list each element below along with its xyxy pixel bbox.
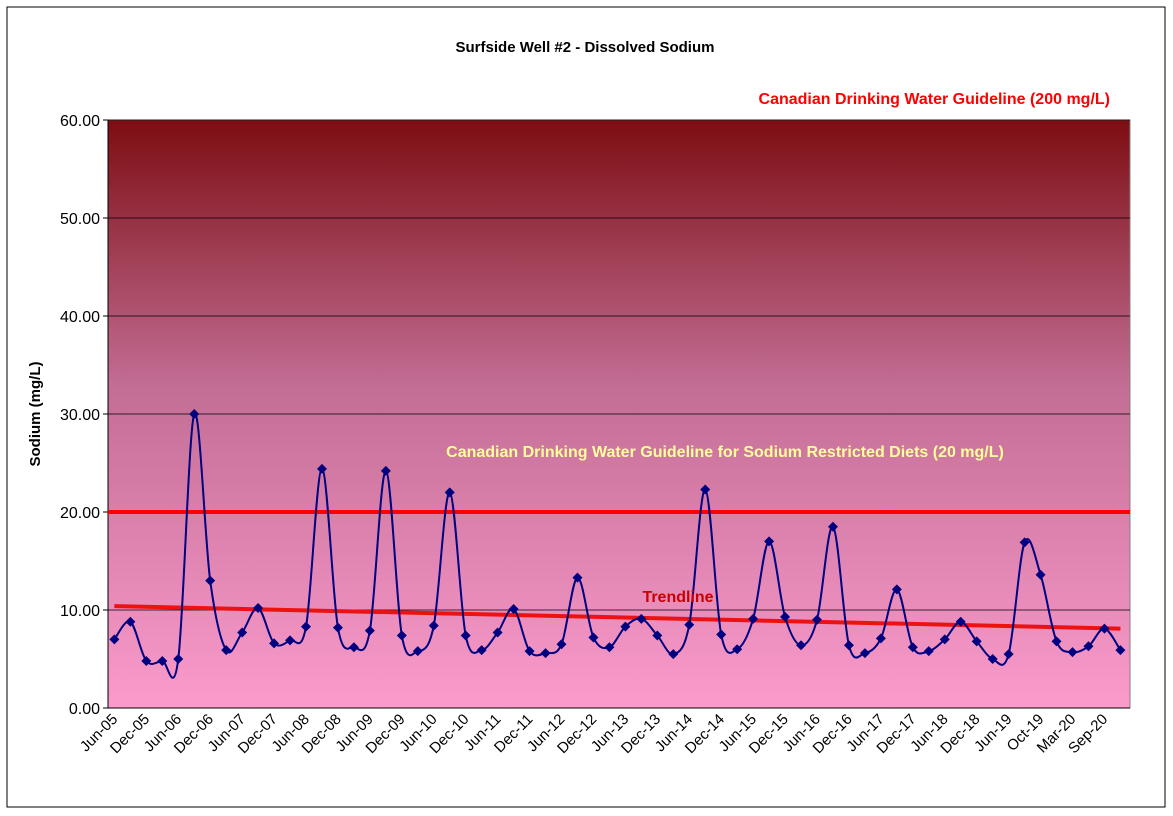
data-point <box>1003 649 1014 660</box>
data-point <box>428 620 439 631</box>
y-tick-label: 40.00 <box>60 309 100 326</box>
data-point <box>1019 537 1030 548</box>
data-point <box>1067 647 1078 658</box>
data-point <box>141 655 152 666</box>
y-tick-label: 60.00 <box>60 113 100 130</box>
data-point <box>764 536 775 547</box>
y-tick-label: 10.00 <box>60 603 100 620</box>
data-point <box>572 572 583 583</box>
chart-title: Surfside Well #2 - Dissolved Sodium <box>456 39 715 56</box>
data-point <box>476 645 487 656</box>
data-point <box>700 484 711 495</box>
data-point <box>125 616 136 627</box>
data-point <box>364 625 375 636</box>
data-point <box>316 463 327 474</box>
data-point <box>652 630 663 641</box>
data-point <box>1051 636 1062 647</box>
data-point <box>524 646 535 657</box>
data-point <box>620 621 631 632</box>
data-point <box>780 611 791 622</box>
data-point <box>923 646 934 657</box>
data-point <box>157 655 168 666</box>
data-point <box>684 619 695 630</box>
data-point <box>971 636 982 647</box>
y-axis-label: Sodium (mg/L) <box>27 362 44 467</box>
data-point <box>556 639 567 650</box>
data-point <box>732 644 743 655</box>
data-point <box>636 613 647 624</box>
data-point <box>237 627 248 638</box>
data-point <box>460 630 471 641</box>
data-point <box>508 604 519 615</box>
data-point <box>332 622 343 633</box>
data-point <box>189 409 200 419</box>
data-point <box>540 648 551 659</box>
data-point <box>205 575 216 586</box>
data-point <box>444 487 455 498</box>
data-point <box>668 649 679 660</box>
data-point <box>748 613 759 624</box>
annotation: Canadian Drinking Water Guideline for So… <box>446 444 1004 461</box>
data-point <box>875 633 886 644</box>
data-point <box>348 642 359 653</box>
y-tick-label: 30.00 <box>60 407 100 424</box>
y-tick-label: 0.00 <box>69 701 100 718</box>
data-point <box>269 638 280 649</box>
data-point <box>285 635 296 646</box>
data-point <box>987 654 998 664</box>
data-point <box>891 584 902 595</box>
data-point <box>221 645 232 656</box>
annotation: Canadian Drinking Water Guideline (200 m… <box>759 91 1110 108</box>
data-point <box>1083 641 1094 652</box>
annotation: Trendline <box>642 589 713 606</box>
data-point <box>253 603 264 614</box>
data-point <box>1099 623 1110 634</box>
data-point <box>955 616 966 627</box>
data-point <box>812 614 823 625</box>
y-tick-label: 50.00 <box>60 211 100 228</box>
data-point <box>907 642 918 653</box>
data-point <box>827 521 838 532</box>
data-point <box>492 627 503 638</box>
data-point <box>716 629 727 640</box>
data-point <box>859 648 870 659</box>
data-point <box>604 642 615 653</box>
trendline <box>114 604 1121 631</box>
data-point <box>412 646 423 657</box>
data-point <box>843 640 854 651</box>
y-tick-label: 20.00 <box>60 505 100 522</box>
data-point <box>301 621 312 632</box>
data-point <box>588 632 599 643</box>
data-point <box>380 465 391 476</box>
data-point <box>939 634 950 645</box>
data-point <box>796 640 807 651</box>
data-point <box>1115 645 1126 656</box>
data-point <box>173 654 184 664</box>
data-point <box>109 634 120 645</box>
data-point <box>396 630 407 641</box>
data-point <box>1035 569 1046 580</box>
